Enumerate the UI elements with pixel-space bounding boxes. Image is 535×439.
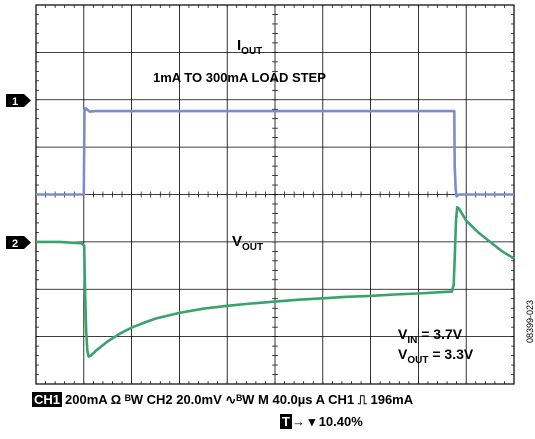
vout-annotation: VOUT = 3.3V [398,346,474,366]
svg-text:1: 1 [12,96,18,108]
trace-iout [36,107,514,198]
ch1-tag: CH1 [32,392,63,407]
status-line-2-wrap: T → ▾ 10.40% [280,414,363,430]
ch2-marker: 2 [6,236,31,250]
vout-label: VOUT [232,233,263,253]
ch1-marker: 1 [6,94,31,108]
status-line-1: 200mA Ω ᴮW CH2 20.0mV ∿ᴮW M 40.0µs A CH1… [65,392,414,407]
figure-id: 08399-023 [525,300,535,344]
svg-text:2: 2 [12,238,18,250]
scope-status-bar: CH1 200mA Ω ᴮW CH2 20.0mV ∿ᴮW M 40.0µs A … [32,392,522,429]
grid [35,4,515,385]
trace-vout [36,206,515,358]
load-step-label: 1mA TO 300mA LOAD STEP [153,70,326,85]
status-line-2: → ▾ 10.40% [291,414,363,429]
traces [36,107,515,358]
trigger-tag: T [280,414,292,429]
iout-label: IOUT [237,37,262,57]
vin-annotation: VIN = 3.7V [398,326,463,346]
